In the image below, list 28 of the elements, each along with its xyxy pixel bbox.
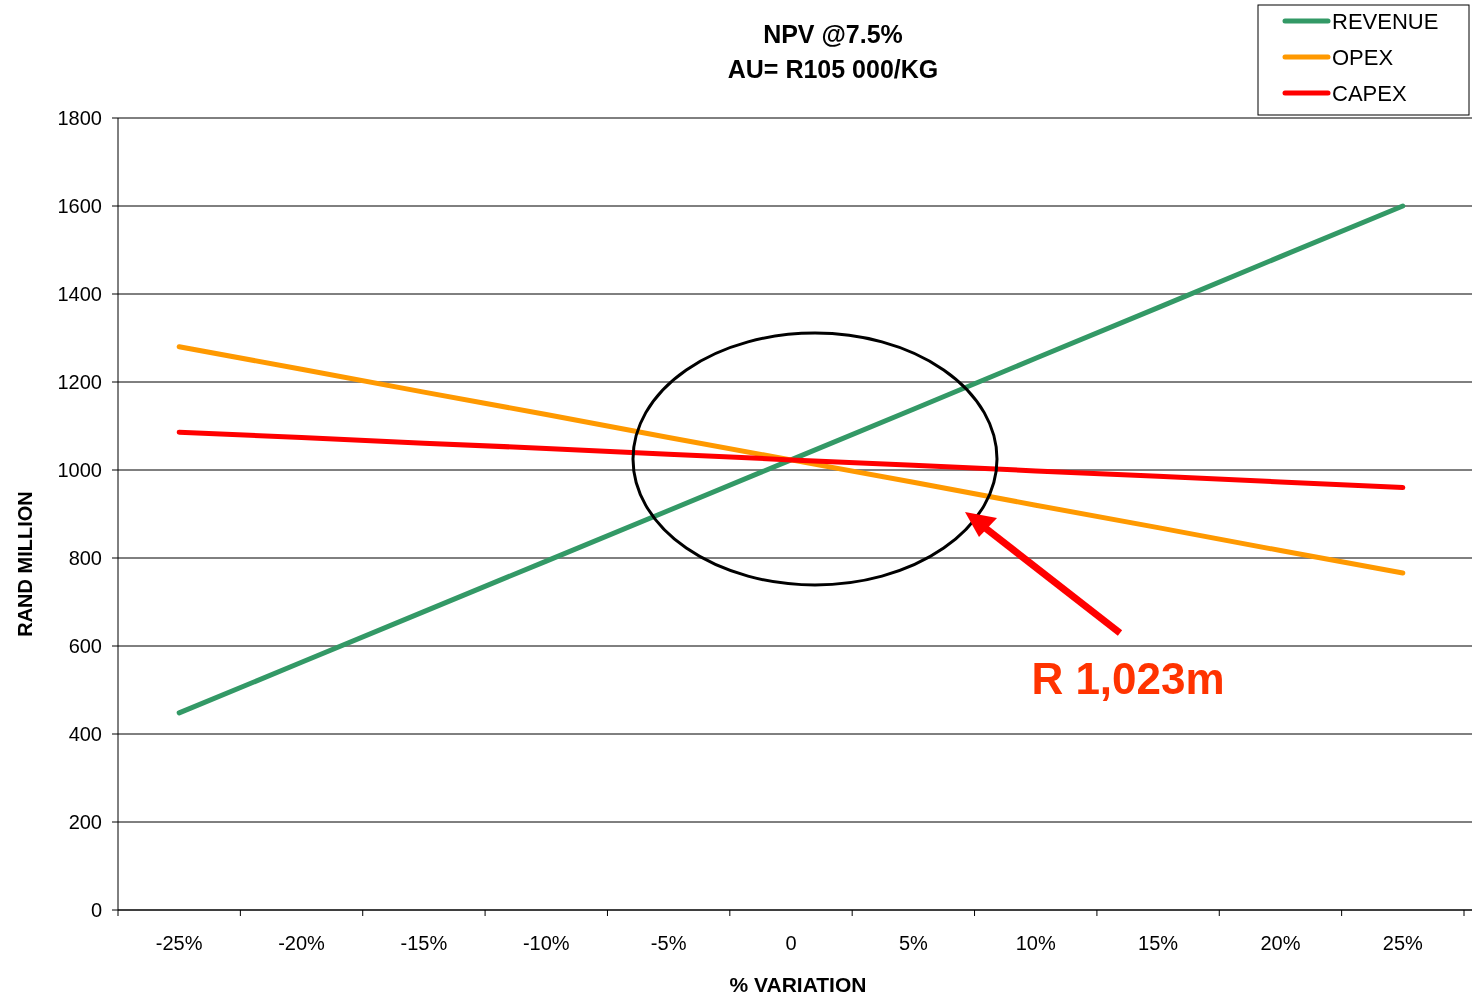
x-axis-title: % VARIATION bbox=[729, 973, 867, 996]
x-tick-label: -10% bbox=[522, 932, 570, 954]
y-tick-label: 1800 bbox=[57, 107, 102, 129]
x-tick-label: 25% bbox=[1382, 932, 1424, 954]
x-tick-label: 15% bbox=[1138, 932, 1179, 954]
x-tick-label: -15% bbox=[400, 932, 448, 954]
annotation: R 1,023m bbox=[1031, 654, 1225, 703]
x-tick-label: 5% bbox=[898, 932, 929, 954]
y-axis-title: RAND MILLION bbox=[14, 491, 36, 637]
legend-label: CAPEX bbox=[1332, 80, 1407, 106]
x-tick-label: 10% bbox=[1015, 932, 1056, 954]
y-tick-label: 600 bbox=[68, 635, 102, 657]
y-tick-label: 1000 bbox=[57, 459, 102, 481]
x-tick-label: -25% bbox=[155, 932, 203, 954]
x-tick-label: -20% bbox=[278, 932, 326, 954]
y-tick-label: 200 bbox=[68, 811, 102, 833]
legend-label: REVENUE bbox=[1332, 8, 1439, 34]
legend-label: OPEX bbox=[1332, 44, 1394, 70]
y-tick-label: 0 bbox=[90, 899, 102, 921]
y-tick-label: 400 bbox=[68, 723, 102, 745]
x-tick-label: -5% bbox=[650, 932, 687, 954]
y-tick-label: 1600 bbox=[57, 195, 102, 217]
y-tick-label: 800 bbox=[68, 547, 102, 569]
y-tick-label: 1400 bbox=[57, 283, 102, 305]
y-tick-label: 1200 bbox=[57, 371, 102, 393]
x-tick-label: 0 bbox=[785, 932, 797, 954]
x-tick-label: 20% bbox=[1260, 932, 1301, 954]
chart-title: NPV @7.5% AU= R105 000/KG bbox=[727, 20, 939, 83]
